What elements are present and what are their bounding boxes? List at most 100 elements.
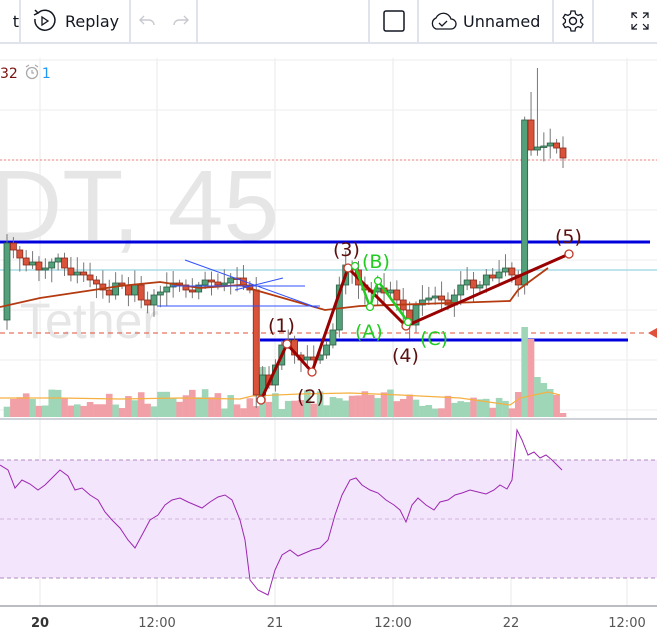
time-label: 22 [503,616,520,630]
volume-bar [451,402,458,417]
candle-body [150,294,158,306]
volume-bar [355,395,362,417]
candle-body [419,299,426,306]
wave-c-label: (C) [420,328,448,350]
rsi-line [0,428,563,596]
candle-body [559,147,567,159]
wave-3-label: (3) [333,239,360,261]
wave-1-label: (1) [268,315,295,337]
volume-bar [374,398,381,417]
price-chart[interactable]: DT, 45 Tether (1) (2) (3) (4) (5) (A) (B… [0,44,657,630]
wave-2-label: (2) [297,386,324,408]
volume-bar [233,404,241,417]
elliott-correction-path [353,265,410,323]
candle-body [22,257,30,266]
fullscreen-icon [630,11,650,31]
volume-bar [495,397,503,417]
volume-bar [73,404,81,417]
volume-bar [553,395,560,417]
alarm-clock-icon[interactable] [24,64,40,84]
time-label: 21 [267,616,284,630]
candle-body [502,267,509,273]
correction-point [403,317,413,327]
volume-bar [195,397,203,417]
candle-body [35,261,43,271]
square-icon [382,10,405,32]
volume-bar [559,413,567,417]
volume-bar [118,408,126,417]
volume-bar [201,389,209,417]
volume-bar [399,398,407,417]
volume-bar [240,408,247,417]
replay-button[interactable]: Replay [21,0,129,42]
redo-icon[interactable] [172,14,189,28]
volume-bar [86,401,94,417]
volume-bar [367,394,375,417]
moving-average-line [0,267,549,311]
candle-body [188,289,196,293]
settings-button[interactable] [554,0,592,42]
fullscreen-button[interactable] [594,0,657,42]
alert-count[interactable]: 1 [41,66,51,82]
volume-bar [297,399,305,417]
candle-body [546,142,554,147]
drawings [0,249,574,405]
trendline [234,277,284,291]
candle-body [41,267,49,271]
wave-5-label: (5) [555,226,582,248]
candle-body [329,329,337,346]
volume-bar [10,398,17,417]
volume-bar [502,400,509,417]
time-axis[interactable]: 20 12:00 21 12:00 22 12:00 [0,605,657,630]
gear-icon [561,9,585,33]
volume-bar [163,391,171,417]
candle-body [54,257,62,263]
watermark-symbol: DT, 45 [0,150,279,262]
candle-body [86,274,94,281]
partial-button[interactable]: t [0,0,19,42]
volume-bar [214,393,222,417]
volume-bar [483,398,490,417]
volume-bar [99,404,107,417]
layout-name: Unnamed [463,11,541,31]
trendline [184,259,319,309]
layout-name-button[interactable]: Unnamed [419,0,566,42]
candle-body [29,261,36,266]
candle-body [201,279,209,286]
volume-bar [336,398,343,417]
volume-bar [438,408,445,417]
volume-bar [265,401,273,417]
replay-icon [31,8,57,34]
candle-body [67,267,75,276]
volume-bar [431,408,439,417]
replay-label: Replay [65,11,120,31]
volume-bar [463,402,471,417]
candle-body [553,142,561,149]
candle-body [208,279,215,283]
candle-body [9,242,17,251]
volume-bar [284,400,292,417]
wave-4-label: (4) [392,345,419,367]
undo-icon[interactable] [138,14,155,28]
volume-bar [457,401,465,417]
partial-label: t [12,11,19,31]
candle-body [73,271,81,276]
wave-b-label: (B) [362,251,390,273]
volume-bar [16,397,24,417]
volume-bar [514,391,522,417]
cloud-check-icon [429,11,457,31]
volume-bar [361,391,369,417]
volume-bar [169,397,177,417]
candle-body [540,145,548,148]
wave-point [282,339,292,349]
chart-legend: 32 1 [0,64,51,84]
square-button[interactable] [370,0,417,42]
legend-value: 32 [0,66,18,82]
volume-bar [80,405,87,417]
undo-redo-group [131,0,196,42]
volume-bar [272,393,279,417]
volume-bar [22,393,30,417]
volume-bar [348,395,356,417]
wave-point [343,263,353,273]
candle-body [438,295,445,301]
